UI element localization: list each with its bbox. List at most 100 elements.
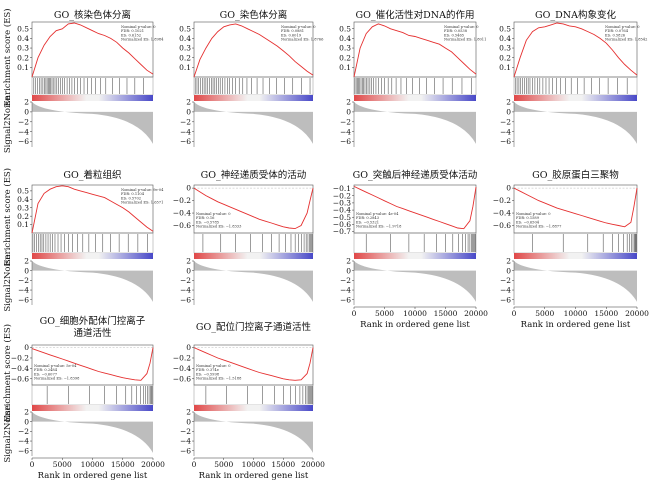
noise-tick-label: −6 xyxy=(18,137,29,146)
noise-tick-label: −4 xyxy=(180,127,191,136)
noise-area xyxy=(514,261,637,302)
panel-title: GO_着粒组织 xyxy=(63,169,121,181)
es-tick-label: 0.1 xyxy=(499,63,511,72)
x-tick-label: 15000 xyxy=(594,309,618,318)
stat-line: FDR: 0.0764 xyxy=(605,29,629,33)
stat-line: ES: 0.5702 xyxy=(121,196,141,200)
es-tick-label: −0.4 xyxy=(333,206,351,215)
noise-tick-label: −4 xyxy=(18,127,29,136)
noise-tick-label: −6 xyxy=(340,295,351,304)
stat-line: Normalized ES: 1.6571 xyxy=(121,201,163,205)
x-tick-label: 20000 xyxy=(141,460,165,469)
es-tick-label: −0.6 xyxy=(11,374,29,383)
panel-title: GO_DNA构象变化 xyxy=(535,9,616,21)
es-tick-label: 0.4 xyxy=(179,34,191,43)
x-axis-label: Rank in ordered gene list xyxy=(360,320,470,330)
stat-line: FDR: 0.1021 xyxy=(121,29,144,33)
es-curve xyxy=(193,23,314,78)
es-tick-label: 0.2 xyxy=(17,53,29,62)
es-tick-label: −0.4 xyxy=(173,364,191,373)
stat-line: FDR: 0.1104 xyxy=(121,192,145,196)
stat-line: Normalized ES: 1.8542 xyxy=(605,38,647,42)
stat-line: Nominal p-value: 4e-04 xyxy=(356,212,399,216)
es-tick-label: 0 xyxy=(186,184,191,193)
stat-line: Nominal p-value: 0 xyxy=(196,212,231,216)
es-tick-label: −0.2 xyxy=(333,191,351,200)
es-tick-label: 0.2 xyxy=(17,212,29,221)
es-tick-label: 0.1 xyxy=(339,63,351,72)
noise-tick-label: 0 xyxy=(506,108,511,117)
rank-ribbon xyxy=(194,253,313,259)
noise-tick-label: 2 xyxy=(346,257,351,266)
hits-frame xyxy=(353,76,477,96)
noise-tick-label: −4 xyxy=(180,286,191,295)
stat-line: ES: −0.6504 xyxy=(516,220,540,224)
es-curve xyxy=(31,347,154,381)
noise-tick-label: −2 xyxy=(18,276,29,285)
noise-tick-label: 2 xyxy=(506,257,511,266)
noise-tick-label: 0 xyxy=(24,266,29,275)
es-tick-label: −0.4 xyxy=(11,364,29,373)
noise-tick-label: −2 xyxy=(340,117,351,126)
es-tick-label: 0.3 xyxy=(339,44,351,53)
stat-line: FDR: 0.374e xyxy=(196,368,219,372)
es-tick-label: 0.5 xyxy=(179,24,191,33)
es-curve xyxy=(31,22,154,78)
noise-axis-label: Signal2Noise xyxy=(3,405,13,462)
es-tick-label: −0.2 xyxy=(173,354,191,363)
es-tick-label: 0.2 xyxy=(179,53,191,62)
noise-tick-label: 2 xyxy=(24,98,29,107)
noise-tick-label: −6 xyxy=(180,137,191,146)
rank-ribbon xyxy=(514,253,637,259)
es-tick-label: 0.5 xyxy=(17,186,29,195)
hits-frame xyxy=(193,76,314,96)
noise-area xyxy=(32,261,153,302)
x-axis-label: Rank in ordered gene list xyxy=(38,471,148,481)
noise-tick-label: 0 xyxy=(506,266,511,275)
gsea-panel-2: GO_染色体分离 0.50.40.30.20.1 Nominal p-value: … xyxy=(179,9,324,147)
x-tick-label: 5000 xyxy=(375,309,394,318)
panel-title: GO_突触后神经递质受体活动 xyxy=(353,169,478,181)
noise-tick-label: 0 xyxy=(186,266,191,275)
noise-tick-label: −6 xyxy=(340,137,351,146)
noise-tick-label: −2 xyxy=(18,427,29,436)
gsea-panel-1: GO_核染色体分离 0.50.40.30.20.1 Nominal p-value:… xyxy=(2,8,164,153)
stat-line: Nominal p-value: 0 xyxy=(121,25,156,29)
noise-tick-label: −2 xyxy=(500,117,511,126)
es-curve xyxy=(193,187,314,230)
panel-title: GO_染色体分离 xyxy=(220,9,288,21)
stat-line: Normalized ES: −1.8398 xyxy=(34,377,80,381)
es-tick-label: −0.6 xyxy=(173,374,191,383)
noise-tick-label: −6 xyxy=(180,295,191,304)
x-tick-label: 15000 xyxy=(111,460,135,469)
es-curve xyxy=(193,347,314,381)
es-tick-label: 0.1 xyxy=(179,63,191,72)
noise-tick-label: 2 xyxy=(186,98,191,107)
x-tick-label: 10000 xyxy=(403,309,427,318)
es-curve xyxy=(353,185,477,230)
es-tick-label: −0.2 xyxy=(493,196,511,205)
x-tick-label: 5000 xyxy=(214,460,233,469)
es-tick-label: −0.6 xyxy=(333,220,351,229)
noise-tick-label: −2 xyxy=(180,276,191,285)
x-tick-label: 15000 xyxy=(434,309,458,318)
noise-area xyxy=(32,412,153,453)
noise-tick-label: 2 xyxy=(24,408,29,417)
stat-line: ES: 0.5826 xyxy=(605,33,626,37)
noise-tick-label: 0 xyxy=(24,417,29,426)
gsea-panel-10: GO_配位门控离子通道活性 0 −0.2−0.4−0.6 Nominal p-valu… xyxy=(173,321,325,481)
noise-tick-label: −2 xyxy=(18,117,29,126)
es-tick-label: 0.4 xyxy=(17,195,29,204)
stat-line: FDR: 0.16 xyxy=(196,216,215,220)
es-tick-label: 0.5 xyxy=(499,24,511,33)
es-tick-label: 0.1 xyxy=(17,63,29,72)
es-tick-label: 0 xyxy=(24,343,29,352)
rank-ribbon xyxy=(194,405,313,411)
noise-tick-label: −6 xyxy=(18,295,29,304)
es-tick-label: 0.3 xyxy=(17,44,29,53)
noise-tick-label: −6 xyxy=(500,137,511,146)
x-axis-label: Rank in ordered gene list xyxy=(521,320,631,330)
stat-line: Nominal p-value: 0 xyxy=(281,25,316,29)
